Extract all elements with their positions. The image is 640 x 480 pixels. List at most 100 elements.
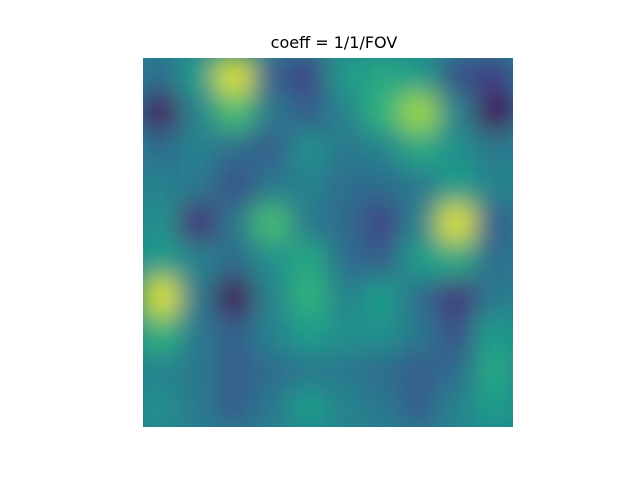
heatmap-cell	[179, 278, 218, 318]
heatmap-cell	[216, 204, 255, 244]
heatmap-cell	[216, 241, 255, 281]
heatmap-cell	[327, 352, 366, 392]
heatmap-cell	[475, 93, 513, 133]
heatmap-cell	[179, 58, 218, 96]
heatmap-cell	[179, 204, 218, 244]
heatmap-cell	[327, 93, 366, 133]
heatmap-cell	[475, 204, 513, 244]
heatmap-cell	[327, 241, 366, 281]
heatmap-cell	[475, 352, 513, 392]
heatmap-cell	[475, 167, 513, 207]
heatmap-cell	[364, 278, 403, 318]
heatmap-cell	[179, 315, 218, 355]
heatmap-cell	[401, 167, 440, 207]
heatmap-cell	[364, 241, 403, 281]
heatmap-cell	[438, 389, 477, 427]
heatmap-cell	[401, 389, 440, 427]
heatmap-cell	[253, 241, 292, 281]
heatmap-cell	[179, 167, 218, 207]
heatmap-cell	[253, 389, 292, 427]
heatmap-cell	[438, 241, 477, 281]
heatmap-cell	[438, 352, 477, 392]
heatmap-cell	[364, 93, 403, 133]
heatmap-cell	[253, 352, 292, 392]
heatmap-cell	[253, 315, 292, 355]
heatmap-cell	[143, 204, 181, 244]
heatmap-cell	[290, 278, 329, 318]
heatmap-cell	[438, 130, 477, 170]
heatmap-cell	[327, 167, 366, 207]
heatmap-cell	[290, 58, 329, 96]
heatmap-cell	[290, 130, 329, 170]
heatmap-cell	[216, 352, 255, 392]
heatmap-cell	[216, 167, 255, 207]
heatmap-cell	[438, 204, 477, 244]
heatmap-cell	[401, 241, 440, 281]
heatmap-cell	[290, 167, 329, 207]
heatmap-cell	[364, 58, 403, 96]
heatmap-cell	[401, 130, 440, 170]
heatmap-cell	[438, 58, 477, 96]
heatmap-cell	[327, 58, 366, 96]
heatmap-cell	[216, 130, 255, 170]
heatmap-cell	[216, 389, 255, 427]
heatmap-cell	[216, 315, 255, 355]
heatmap-cell	[143, 130, 181, 170]
heatmap-cell	[364, 167, 403, 207]
heatmap-cell	[327, 204, 366, 244]
heatmap-cell	[438, 315, 477, 355]
heatmap-cell	[253, 93, 292, 133]
heatmap-cell	[438, 167, 477, 207]
heatmap-cell	[401, 58, 440, 96]
heatmap-cell	[143, 315, 181, 355]
heatmap-cell	[475, 130, 513, 170]
heatmap-cell	[327, 315, 366, 355]
heatmap-cell	[216, 58, 255, 96]
heatmap-cell	[253, 278, 292, 318]
heatmap-cell	[179, 241, 218, 281]
heatmap-cell	[438, 93, 477, 133]
heatmap-cell	[143, 93, 181, 133]
heatmap-cell	[179, 130, 218, 170]
heatmap-cell	[179, 389, 218, 427]
heatmap-cell	[179, 93, 218, 133]
heatmap-cell	[179, 352, 218, 392]
heatmap-cell	[253, 204, 292, 244]
heatmap-cell	[290, 93, 329, 133]
heatmap-cell	[364, 389, 403, 427]
heatmap-cell	[364, 352, 403, 392]
heatmap-cell	[364, 130, 403, 170]
heatmap-cell	[143, 167, 181, 207]
heatmap-cell	[364, 204, 403, 244]
heatmap-cell	[216, 278, 255, 318]
heatmap-cell	[401, 352, 440, 392]
heatmap-cell	[290, 204, 329, 244]
heatmap-cell	[475, 315, 513, 355]
heatmap-cell	[253, 130, 292, 170]
heatmap-cell	[216, 93, 255, 133]
heatmap-cell	[401, 93, 440, 133]
heatmap-cell	[438, 278, 477, 318]
heatmap-cell	[475, 389, 513, 427]
heatmap-cell	[401, 315, 440, 355]
heatmap-cell	[143, 352, 181, 392]
heatmap-cell	[327, 389, 366, 427]
heatmap-cell	[327, 278, 366, 318]
heatmap-cell	[475, 58, 513, 96]
heatmap-cell	[327, 130, 366, 170]
heatmap-cell	[253, 167, 292, 207]
heatmap-cell	[290, 315, 329, 355]
heatmap-cell	[143, 278, 181, 318]
heatmap-cell	[364, 315, 403, 355]
heatmap-cell	[401, 204, 440, 244]
heatmap-cell	[143, 241, 181, 281]
heatmap-cell	[401, 278, 440, 318]
heatmap-cell	[290, 389, 329, 427]
heatmap-cell	[290, 241, 329, 281]
heatmap-cell	[290, 352, 329, 392]
chart-title: coeff = 1/1/FOV	[270, 33, 398, 52]
heatmap-cell	[143, 389, 181, 427]
heatmap-cell	[475, 241, 513, 281]
